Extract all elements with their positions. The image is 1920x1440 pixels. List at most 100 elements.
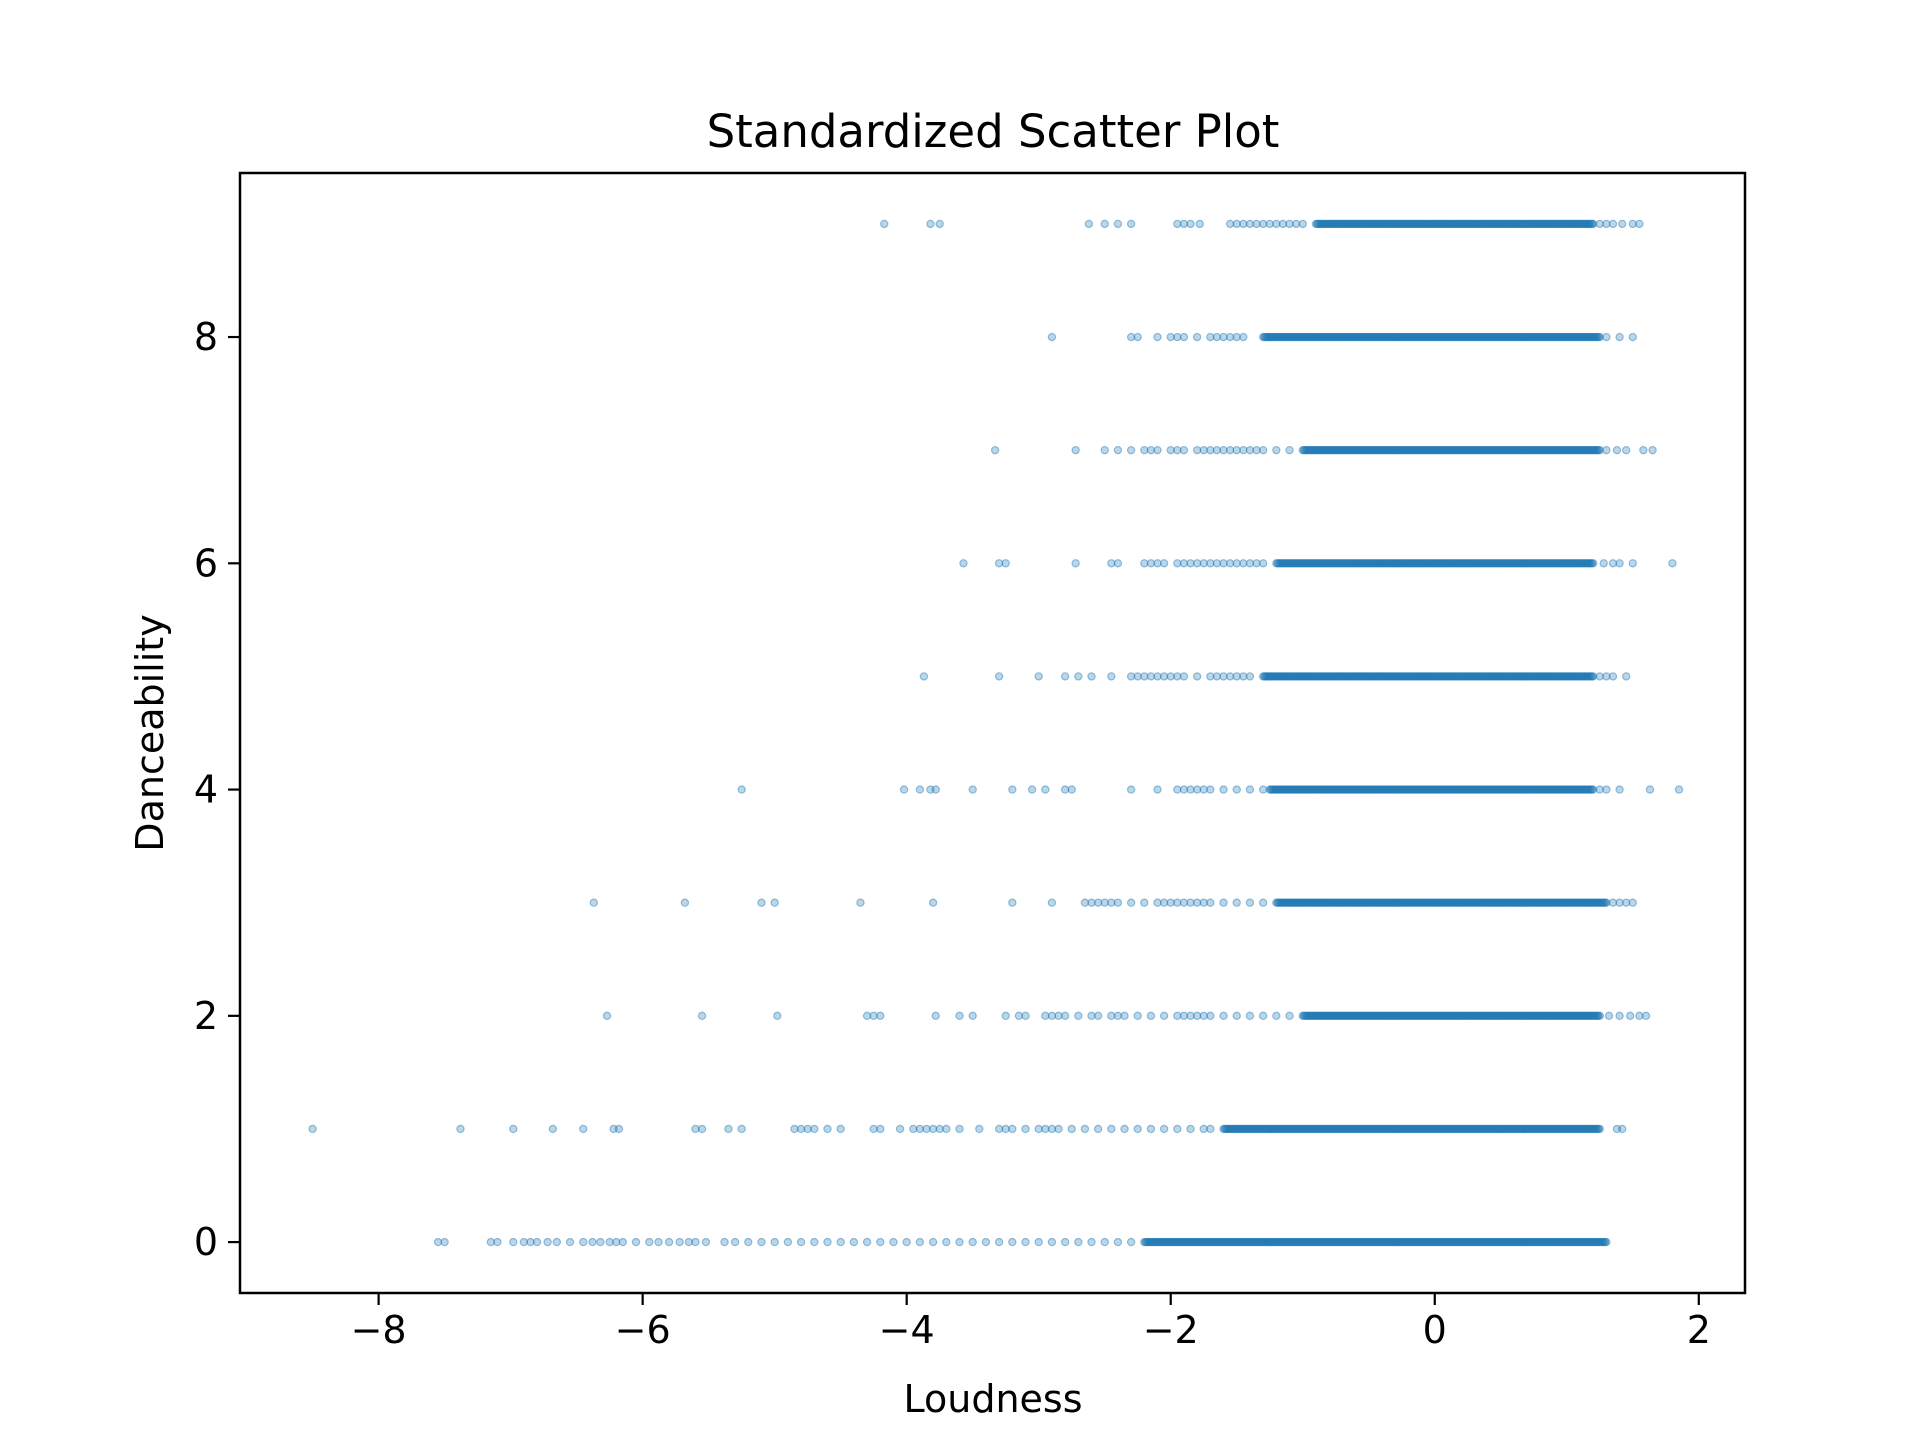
data-point: [1321, 1237, 1330, 1247]
data-point: [1286, 1124, 1295, 1134]
data-point: [1346, 1237, 1355, 1247]
data-point: [456, 1124, 465, 1134]
data-point: [1159, 1237, 1168, 1247]
data-point: [1483, 1237, 1492, 1247]
data-point: [548, 1124, 558, 1134]
data-point: [1314, 1011, 1323, 1021]
data-point: [1303, 1011, 1312, 1021]
data-point: [1113, 1237, 1123, 1247]
data-point: [1509, 1124, 1518, 1134]
data-point: [1576, 1237, 1586, 1247]
data-point: [1524, 1124, 1534, 1134]
data-point: [1178, 1237, 1187, 1247]
data-point: [1571, 1124, 1581, 1134]
data-point: [1584, 1237, 1593, 1247]
data-point: [1453, 1237, 1462, 1247]
data-point: [1221, 1237, 1231, 1247]
data-point: [1417, 1237, 1426, 1247]
data-point: [1393, 1011, 1402, 1021]
data-point: [1473, 1237, 1483, 1247]
data-point: [1201, 1237, 1210, 1247]
data-point: [823, 1124, 832, 1134]
data-point: [1347, 1124, 1356, 1134]
data-point: [1558, 1237, 1568, 1247]
data-point: [1343, 1124, 1353, 1134]
data-point: [1578, 1124, 1588, 1134]
data-point: [1202, 1237, 1211, 1247]
data-point: [1470, 1237, 1479, 1247]
data-point: [579, 1124, 588, 1134]
data-point: [1548, 1237, 1557, 1247]
data-point: [1153, 1237, 1162, 1247]
data-point: [1276, 1237, 1286, 1247]
data-point: [532, 1237, 542, 1247]
data-point: [526, 1237, 535, 1247]
data-point: [1219, 1237, 1228, 1247]
data-point: [1384, 1011, 1394, 1021]
data-point: [680, 898, 690, 907]
data-point: [1341, 1124, 1350, 1134]
data-point: [1379, 1011, 1389, 1021]
data-point: [1409, 1124, 1419, 1134]
data-point: [1279, 1124, 1288, 1134]
data-point: [1484, 1237, 1493, 1247]
data-point: [1591, 1124, 1601, 1134]
data-point: [1153, 332, 1162, 342]
data-point: [1372, 1124, 1382, 1134]
data-point: [1383, 1011, 1392, 1021]
data-point: [1219, 1124, 1228, 1134]
data-point: [1456, 1237, 1466, 1247]
data-point: [1526, 1124, 1535, 1134]
data-point: [1167, 1237, 1177, 1247]
data-point: [1435, 1237, 1444, 1247]
data-point: [1159, 559, 1169, 568]
data-point: [1448, 1124, 1457, 1134]
data-point: [1298, 1011, 1307, 1021]
data-point: [1597, 1237, 1606, 1247]
data-point: [1160, 1237, 1169, 1247]
data-point: [1047, 898, 1057, 907]
data-point: [565, 1237, 575, 1247]
data-point: [1245, 672, 1255, 681]
data-point: [1238, 1124, 1247, 1134]
data-point: [1321, 1124, 1330, 1134]
data-point: [1584, 1124, 1594, 1134]
data-point: [1309, 1124, 1318, 1134]
data-point: [1351, 1237, 1360, 1247]
data-point: [796, 1237, 806, 1247]
data-point: [994, 672, 1004, 681]
data-point: [1405, 1237, 1414, 1247]
data-point: [1517, 1124, 1527, 1134]
data-point: [1373, 1011, 1383, 1021]
data-point: [1206, 898, 1215, 907]
data-point: [691, 1124, 700, 1134]
data-point: [1481, 1124, 1491, 1134]
data-point: [1537, 1237, 1546, 1247]
data-point: [1354, 1124, 1364, 1134]
data-point: [1423, 1124, 1432, 1134]
data-point: [1250, 1124, 1259, 1134]
data-point: [1260, 1237, 1269, 1247]
data-point: [1516, 1237, 1526, 1247]
data-point: [1346, 1011, 1355, 1021]
data-point: [1342, 1237, 1352, 1247]
data-point: [1322, 1011, 1331, 1021]
data-point: [1538, 1124, 1547, 1134]
data-point: [1285, 1237, 1294, 1247]
data-point: [1419, 1237, 1429, 1247]
data-point: [1379, 1124, 1389, 1134]
data-point: [1412, 1237, 1421, 1247]
data-point: [1147, 1237, 1156, 1247]
data-point: [1312, 1124, 1322, 1134]
data-point: [876, 1124, 885, 1134]
data-point: [1468, 1237, 1478, 1247]
data-point: [1540, 1237, 1550, 1247]
data-point: [1153, 445, 1162, 455]
data-point: [1375, 1124, 1384, 1134]
data-point: [1472, 1237, 1481, 1247]
data-point: [1564, 1124, 1573, 1134]
data-point: [1272, 445, 1281, 455]
data-point: [1488, 1237, 1497, 1247]
data-point: [1309, 1011, 1318, 1021]
data-point: [1293, 1124, 1303, 1134]
